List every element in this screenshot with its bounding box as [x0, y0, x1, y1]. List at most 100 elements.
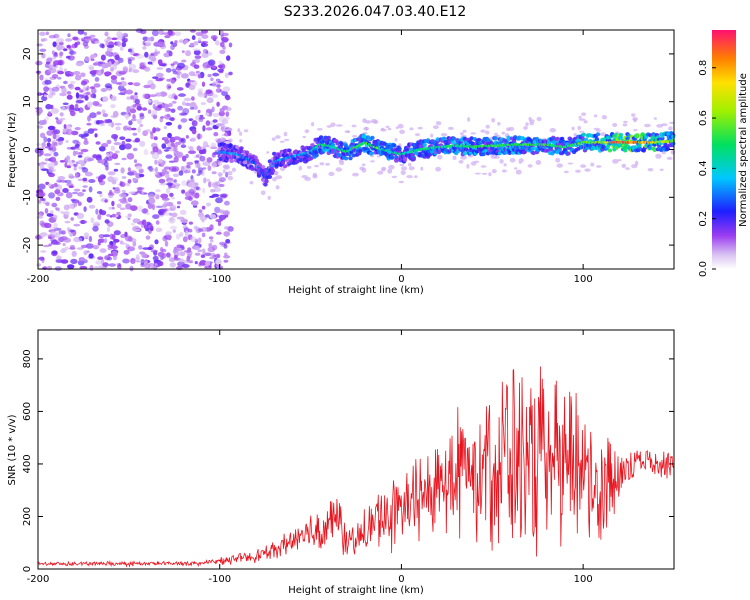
- noise-speckle: [143, 148, 149, 156]
- noise-speckle: [172, 173, 180, 178]
- noise-speckle: [42, 244, 50, 248]
- faint-speckle: [219, 122, 225, 126]
- faint-speckle: [633, 128, 638, 132]
- noise-speckle: [48, 147, 53, 151]
- noise-speckle: [127, 197, 133, 203]
- ridge-halo: [264, 179, 269, 184]
- noise-speckle: [197, 133, 201, 140]
- noise-speckle: [116, 203, 122, 209]
- noise-speckle: [142, 40, 146, 46]
- noise-speckle: [116, 41, 122, 47]
- ridge-halo: [623, 145, 628, 150]
- noise-speckle: [209, 239, 214, 243]
- top-x-tick-label: -100: [208, 274, 231, 285]
- noise-speckle: [75, 62, 84, 67]
- faint-speckle: [362, 118, 367, 123]
- noise-speckle: [36, 143, 41, 146]
- noise-speckle: [134, 92, 138, 96]
- noise-speckle: [155, 72, 164, 78]
- noise-speckle: [124, 143, 132, 150]
- noise-speckle: [74, 74, 82, 81]
- noise-speckle: [152, 255, 159, 261]
- noise-speckle: [170, 196, 176, 200]
- noise-speckle: [138, 245, 143, 250]
- noise-speckle: [207, 165, 212, 171]
- noise-speckle: [165, 231, 172, 235]
- noise-speckle: [127, 246, 135, 252]
- noise-speckle: [190, 137, 197, 142]
- noise-speckle: [130, 222, 135, 226]
- noise-speckle: [119, 181, 126, 187]
- noise-speckle: [137, 187, 143, 194]
- ridge-halo: [411, 157, 416, 162]
- noise-speckle: [201, 248, 206, 252]
- faint-speckle: [440, 133, 448, 137]
- faint-speckle: [271, 137, 276, 141]
- colorbar-tick-label: 0.0: [698, 261, 709, 277]
- noise-speckle: [147, 109, 152, 114]
- noise-speckle: [36, 43, 43, 47]
- noise-speckle: [97, 160, 104, 164]
- faint-speckle: [590, 162, 595, 167]
- faint-speckle: [283, 131, 288, 137]
- noise-speckle: [111, 200, 115, 207]
- noise-speckle: [153, 51, 158, 57]
- noise-speckle: [89, 265, 94, 271]
- noise-speckle: [162, 203, 168, 208]
- noise-speckle: [170, 142, 175, 147]
- faint-speckle: [319, 162, 325, 166]
- noise-speckle: [48, 166, 54, 173]
- noise-speckle: [181, 189, 186, 194]
- noise-speckle: [158, 210, 164, 216]
- noise-speckle: [76, 247, 84, 250]
- noise-speckle: [210, 146, 218, 150]
- noise-speckle: [152, 76, 159, 79]
- ridge-halo: [530, 146, 535, 151]
- ridge-halo: [389, 155, 395, 160]
- noise-speckle: [198, 149, 205, 155]
- noise-speckle: [206, 108, 213, 114]
- noise-speckle: [47, 125, 56, 131]
- ridge-halo: [282, 164, 288, 169]
- noise-speckle: [129, 105, 136, 110]
- noise-speckle: [145, 235, 151, 240]
- noise-speckle: [197, 237, 202, 244]
- noise-speckle: [66, 44, 71, 49]
- noise-speckle: [44, 222, 52, 229]
- noise-speckle: [206, 89, 214, 97]
- noise-speckle: [173, 156, 179, 163]
- noise-speckle: [92, 62, 99, 66]
- faint-speckle: [395, 126, 399, 130]
- faint-speckle: [491, 169, 497, 174]
- noise-speckle: [89, 112, 97, 119]
- noise-speckle: [48, 243, 52, 247]
- noise-speckle: [224, 72, 229, 78]
- noise-speckle: [90, 93, 96, 98]
- noise-speckle: [73, 163, 78, 167]
- noise-speckle: [115, 82, 122, 85]
- noise-speckle: [119, 70, 128, 74]
- noise-speckle: [59, 51, 64, 57]
- noise-speckle: [182, 236, 188, 243]
- noise-speckle: [77, 201, 82, 207]
- ridge-halo: [314, 153, 319, 158]
- top-y-axis-label: Frequency (Hz): [7, 112, 18, 188]
- noise-speckle: [101, 63, 106, 70]
- noise-speckle: [182, 155, 187, 162]
- noise-speckle: [86, 85, 90, 91]
- noise-speckle: [201, 81, 206, 87]
- noise-speckle: [108, 122, 112, 127]
- faint-speckle: [631, 113, 636, 117]
- noise-speckle: [129, 205, 138, 212]
- noise-speckle: [205, 127, 213, 131]
- noise-speckle: [215, 259, 222, 265]
- noise-speckle: [106, 47, 113, 52]
- noise-speckle: [119, 136, 126, 140]
- noise-speckle: [40, 162, 48, 165]
- noise-speckle: [201, 232, 206, 238]
- noise-speckle: [38, 213, 42, 217]
- noise-speckle: [136, 118, 142, 125]
- noise-speckle: [178, 258, 185, 263]
- faint-speckle: [668, 126, 673, 131]
